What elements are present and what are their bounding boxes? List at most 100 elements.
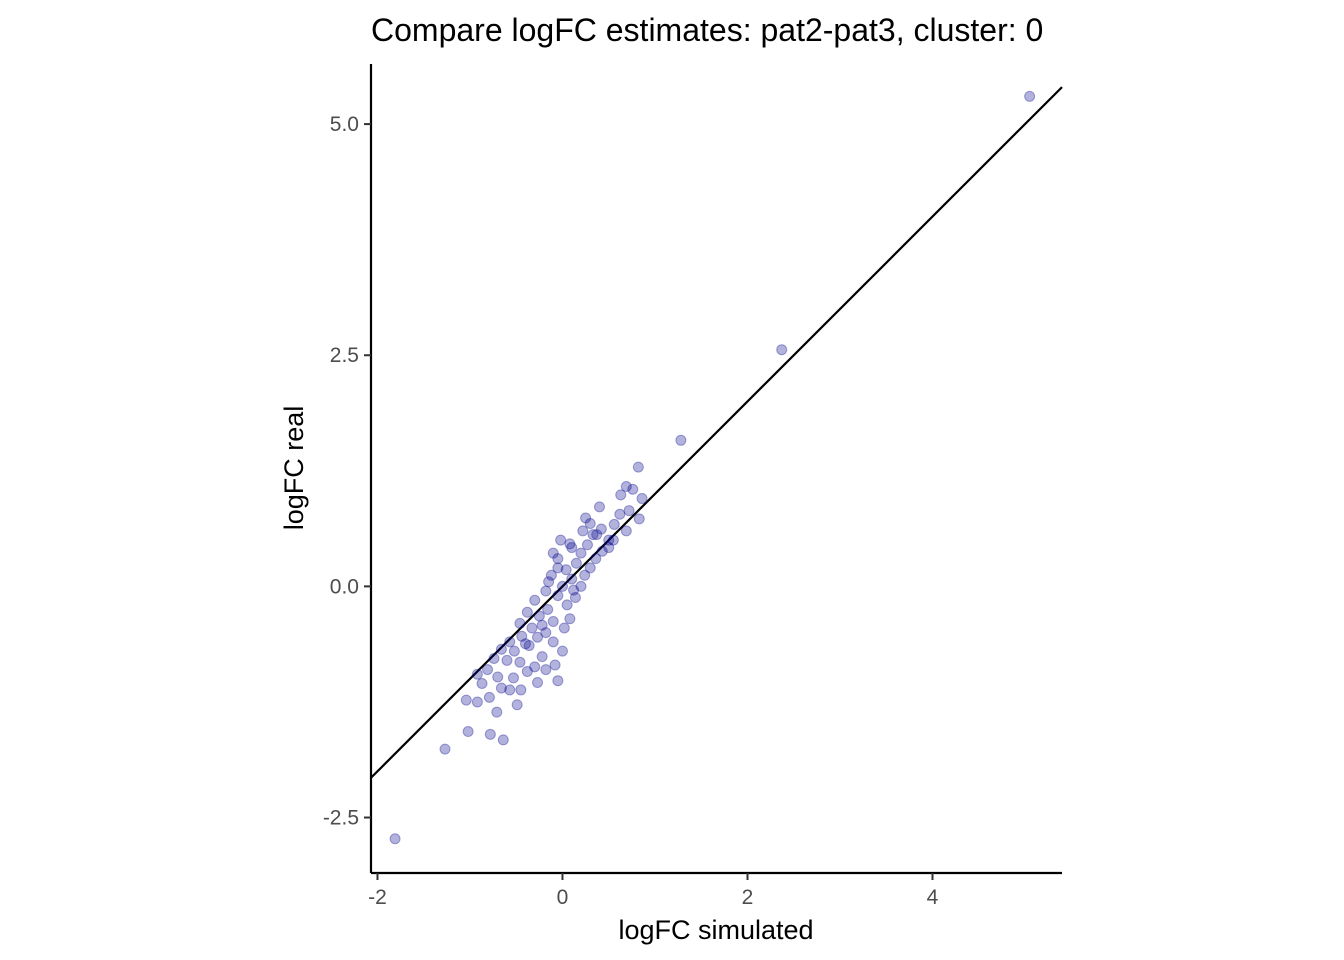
data-point (482, 664, 494, 676)
data-point (570, 557, 582, 569)
data-point (566, 542, 578, 554)
data-point (516, 630, 528, 642)
data-point (577, 525, 589, 537)
data-point (514, 617, 526, 629)
data-point (579, 569, 591, 581)
data-point (491, 706, 503, 718)
chart-title: Compare logFC estimates: pat2-pat3, clus… (371, 12, 1043, 48)
data-point (615, 489, 627, 501)
data-point (519, 638, 531, 650)
data-point (581, 539, 593, 551)
data-point (596, 545, 608, 557)
identity-reference-line (370, 86, 1063, 779)
data-point (552, 675, 564, 687)
data-point (549, 659, 561, 671)
data-point (1024, 90, 1036, 102)
data-point (564, 613, 576, 625)
x-axis-title: logFC simulated (618, 915, 813, 945)
data-point (536, 651, 548, 663)
data-point (508, 645, 520, 657)
data-point (471, 668, 483, 680)
data-point (593, 501, 605, 513)
data-point (504, 684, 516, 696)
data-point (523, 640, 535, 652)
data-point (607, 534, 619, 546)
data-point (556, 645, 568, 657)
x-tick-label: 0 (557, 886, 569, 909)
y-tick-label: -2.5 (323, 807, 359, 830)
data-point (495, 682, 507, 694)
data-point (614, 508, 626, 520)
data-point (497, 734, 509, 746)
data-point (575, 547, 587, 559)
data-point (560, 564, 572, 576)
data-point (632, 461, 644, 473)
data-point (587, 529, 599, 541)
data-point (555, 534, 567, 546)
data-point (608, 518, 620, 530)
data-point (603, 534, 615, 546)
data-point (561, 599, 573, 611)
data-point (620, 525, 632, 537)
y-tick-label: 5.0 (330, 113, 359, 136)
data-point (595, 523, 607, 535)
data-point (547, 616, 559, 628)
data-point (584, 562, 596, 574)
data-point (483, 691, 495, 703)
y-axis-title: logFC real (279, 406, 309, 531)
data-point (514, 656, 526, 668)
data-point (675, 434, 687, 446)
data-point (492, 671, 504, 683)
data-point (558, 622, 570, 634)
data-point (620, 481, 632, 493)
data-point (627, 483, 639, 495)
data-point (526, 622, 538, 634)
data-point (532, 631, 544, 643)
data-point (552, 553, 564, 565)
data-point (536, 619, 548, 631)
data-point (547, 547, 559, 559)
data-point (636, 493, 648, 505)
data-point (501, 654, 513, 666)
data-point (552, 590, 564, 602)
x-tick-label: 4 (927, 886, 939, 909)
data-point (532, 677, 544, 689)
data-point (521, 606, 533, 618)
data-point (529, 661, 541, 673)
y-tick-label: 2.5 (330, 344, 359, 367)
data-point (529, 594, 541, 606)
data-point (566, 573, 578, 585)
data-point (462, 726, 474, 738)
data-point (633, 513, 645, 525)
data-point (495, 643, 507, 655)
axes-layer (369, 64, 1062, 875)
data-point (515, 684, 527, 696)
points-layer (389, 90, 1036, 845)
data-point (591, 529, 603, 541)
data-point (543, 576, 555, 588)
data-point (542, 603, 554, 615)
data-point (568, 584, 580, 596)
x-tick-label: 2 (742, 886, 754, 909)
data-point (540, 627, 552, 639)
data-point (584, 518, 596, 530)
data-point (507, 672, 519, 684)
data-point (556, 580, 568, 592)
data-point (488, 652, 500, 664)
data-point (623, 505, 635, 517)
data-point (776, 344, 788, 356)
reference-line-layer (370, 86, 1063, 779)
data-point (504, 636, 516, 648)
data-point (484, 728, 496, 740)
data-point (580, 512, 592, 524)
data-point (471, 696, 483, 708)
data-point (389, 833, 401, 845)
data-point (552, 562, 564, 574)
data-point (545, 569, 557, 581)
x-tick-label: -2 (368, 886, 387, 909)
data-point (540, 664, 552, 676)
data-point (511, 699, 523, 711)
data-point (460, 694, 472, 706)
data-point (569, 591, 581, 603)
data-point (603, 542, 615, 554)
